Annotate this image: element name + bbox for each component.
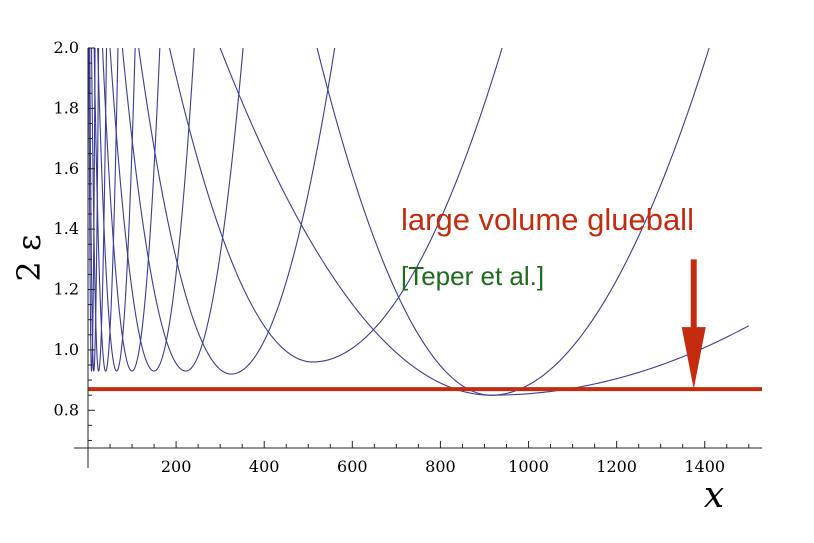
series-line-8	[138, 47, 336, 375]
x-tick-label: 1200	[596, 457, 637, 476]
annotation-glueball: large volume glueball	[401, 202, 694, 237]
series-line-11	[316, 47, 750, 396]
y-tick-label: 1.4	[54, 219, 79, 238]
series-line-6	[109, 47, 195, 372]
x-tick-label: 1000	[508, 457, 549, 476]
series-line-7	[121, 47, 244, 372]
tick-labels-layer: 0.8 1.0 1.2 1.4 1.6 1.8 2.0 200 400 600 800 1000 120…	[54, 38, 726, 476]
y-tick-label: 2.0	[54, 38, 79, 57]
y-tick-label: 1.6	[54, 159, 79, 178]
series-line-3	[93, 47, 119, 372]
x-tick-label: 200	[161, 457, 192, 476]
x-axis-title: x	[704, 475, 724, 516]
y-axis-title: 2 ε	[10, 234, 48, 281]
axes-layer	[74, 47, 762, 468]
y-tick-label: 1.8	[54, 98, 79, 117]
x-tick-label: 800	[425, 457, 456, 476]
x-tick-label: 1400	[684, 457, 725, 476]
y-tick-label: 1.2	[54, 280, 79, 299]
y-tick-label: 0.8	[54, 400, 79, 419]
series-line-10	[219, 47, 710, 396]
arrow-head	[681, 327, 706, 390]
x-tick-label: 600	[337, 457, 368, 476]
series-line-4	[97, 47, 136, 372]
reference-layer	[88, 259, 762, 392]
curves-layer	[88, 47, 750, 396]
x-tick-label: 400	[249, 457, 280, 476]
annotation-teper: [Teper et al.]	[401, 261, 544, 291]
series-line-9	[168, 47, 503, 363]
y-tick-label: 1.0	[54, 340, 79, 359]
series-line-5	[101, 47, 161, 372]
